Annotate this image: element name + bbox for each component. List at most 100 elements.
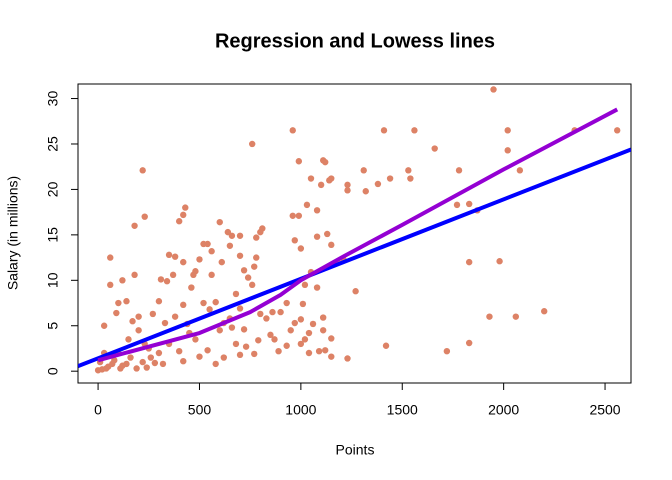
chart-title: Regression and Lowess lines [215, 30, 495, 52]
point [328, 353, 335, 360]
point [255, 337, 262, 344]
point [248, 140, 256, 148]
point [224, 228, 232, 236]
point [155, 349, 163, 357]
point [443, 347, 451, 355]
point [240, 326, 248, 333]
point [204, 347, 211, 354]
point [295, 212, 303, 219]
point [129, 318, 136, 325]
point [117, 365, 124, 372]
point [157, 276, 165, 283]
point [192, 336, 199, 343]
point [352, 288, 359, 295]
point [208, 248, 215, 255]
point [541, 308, 548, 315]
y-tick-label: 15 [45, 227, 61, 243]
point [107, 281, 114, 289]
point [94, 367, 102, 374]
point [206, 306, 213, 313]
point [344, 187, 351, 194]
point [236, 351, 244, 359]
point [119, 277, 126, 284]
point [283, 299, 290, 307]
point [143, 364, 150, 371]
point [289, 212, 296, 219]
point [190, 271, 197, 279]
point [360, 167, 367, 174]
point [411, 127, 418, 134]
point [133, 365, 140, 372]
point [180, 301, 187, 309]
point [139, 167, 146, 174]
axes-layer: 0 500 1000 1500 2000 2500 0 5 10 15 20 25 30 [45, 91, 621, 418]
point [289, 127, 296, 134]
x-tick-label: 0 [94, 402, 102, 418]
point [216, 218, 223, 226]
point [319, 157, 327, 164]
point [291, 319, 298, 327]
point [200, 299, 207, 307]
point [453, 201, 461, 209]
point [319, 327, 327, 334]
point [196, 353, 203, 360]
point [161, 319, 169, 327]
point [180, 357, 187, 365]
point [328, 241, 335, 249]
point [165, 251, 173, 259]
point [319, 314, 327, 321]
x-tick-label: 2500 [589, 402, 620, 418]
point [362, 188, 369, 195]
point [232, 290, 240, 298]
point [171, 253, 179, 260]
point [242, 343, 250, 350]
y-tick-label: 30 [45, 91, 61, 107]
point [283, 342, 290, 349]
point [175, 218, 183, 225]
point [180, 211, 187, 219]
point [269, 308, 276, 316]
point [236, 252, 244, 259]
point [163, 278, 171, 285]
plot-frame [77, 83, 632, 384]
point [220, 354, 228, 361]
point [267, 331, 274, 339]
point [212, 298, 219, 306]
point [431, 145, 438, 152]
point [218, 258, 225, 266]
point [141, 213, 148, 220]
point [465, 258, 473, 266]
point [328, 335, 335, 342]
point [200, 240, 207, 248]
point [455, 167, 463, 174]
point [107, 254, 114, 261]
point [253, 254, 260, 261]
point [490, 86, 497, 93]
point [257, 310, 264, 318]
x-tick-label: 2000 [488, 402, 519, 418]
point [113, 309, 120, 317]
point [175, 347, 183, 355]
point [344, 355, 351, 362]
point [321, 347, 329, 354]
point [277, 308, 284, 316]
point [244, 274, 252, 281]
point [159, 360, 167, 368]
point [188, 284, 195, 291]
point [271, 336, 278, 343]
point [131, 222, 138, 229]
lines-layer [78, 107, 631, 369]
point [127, 354, 134, 361]
fit-line [97, 107, 619, 363]
point [155, 298, 163, 305]
point [287, 327, 294, 334]
point [307, 175, 315, 182]
point [135, 313, 142, 320]
point [326, 177, 333, 184]
point [232, 340, 240, 348]
points-layer [94, 86, 621, 374]
point [171, 313, 179, 320]
point [263, 315, 270, 322]
point [486, 313, 493, 320]
